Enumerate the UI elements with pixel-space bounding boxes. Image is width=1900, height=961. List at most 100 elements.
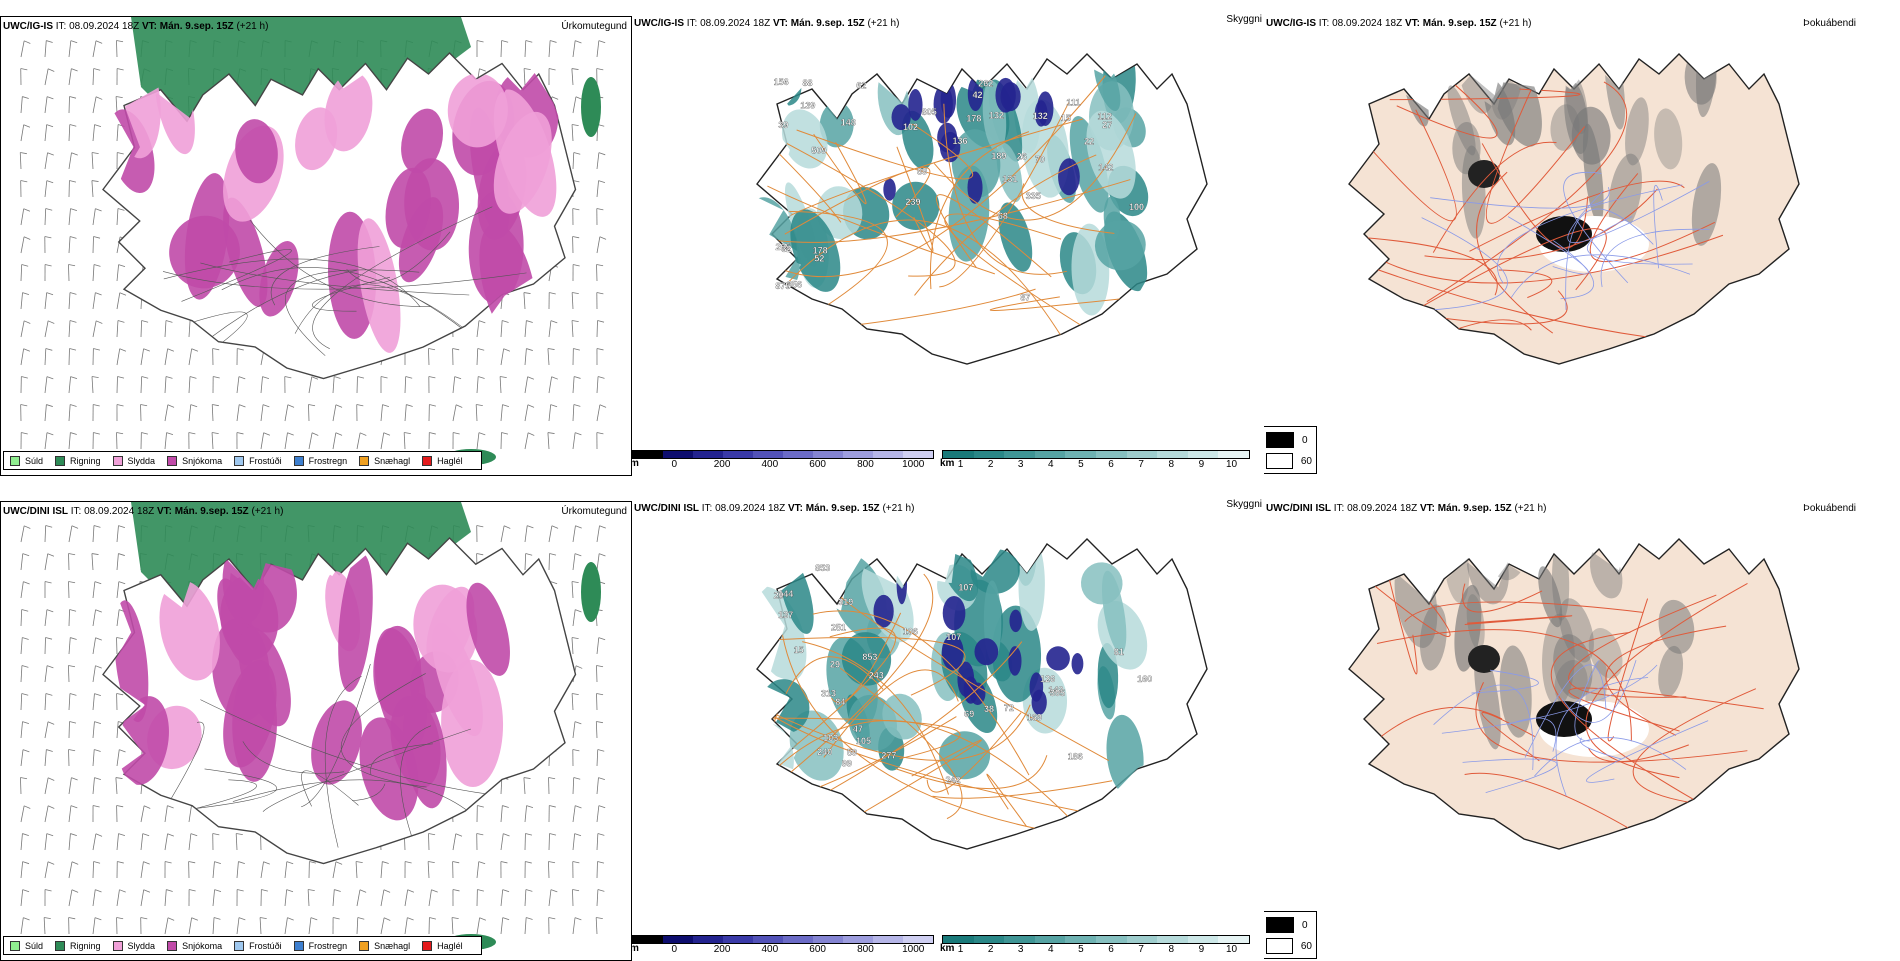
visibility-swatch-2 [1004,936,1035,943]
ceiling-label: 313 [821,688,836,698]
legend-item-4: Frostúði [234,455,282,466]
legend-label: Súld [25,455,44,466]
ceiling-tick: 400 [761,459,779,470]
visibility-swatch-4 [1065,451,1096,458]
legend-label: Rigning [70,940,101,951]
precip-type-map[interactable] [1,17,632,476]
visibility-swatch-4 [1065,936,1096,943]
visibility-swatch-9 [1218,451,1249,458]
visibility-swatch-0 [943,936,974,943]
legend-swatch [359,940,370,951]
ceiling-colorbar-swatches [632,450,934,459]
visibility-colorbar: 1 2 3 4 5 6 7 8 9 10 km [940,935,1250,956]
fog-key-black [1266,917,1294,933]
ceiling-label: 189 [991,151,1006,161]
legend-label: Snæhagl [374,455,411,466]
legend-label: Snæhagl [374,940,411,951]
visibility-swatch-9 [1218,936,1249,943]
legend-label: Snjókoma [182,455,223,466]
ceiling-tick: 0 [671,459,678,470]
panel-title: UWC/DINI ISL IT: 08.09.2024 18Z VT: Mán.… [1266,503,1547,514]
ceiling-label: 356 [787,280,802,290]
legend-swatch [55,455,66,466]
ceiling-swatch-4 [753,451,783,458]
fog-key-white [1266,938,1293,954]
visibility-swatch-5 [1095,451,1127,458]
legend-item-0: Súld [10,455,44,466]
precip-type-map[interactable] [1,502,632,961]
road-lines [166,663,504,852]
legend-swatch [112,455,123,466]
panel-title: UWC/IG-IS IT: 08.09.2024 18Z VT: Mán. 9.… [1266,18,1532,29]
ceiling-tick: 1000 [902,459,925,470]
fog-map[interactable] [1264,499,1900,959]
ceiling-tick: 800 [857,459,874,470]
ceiling-label: 136 [953,136,968,146]
ceiling-swatch-5 [783,936,813,943]
legend-label: Slydda [127,455,156,466]
ceiling-label: 107 [958,582,973,592]
precip-type-panel: UWC/IG-IS IT: 08.09.2024 18Z VT: Mán. 9.… [0,16,632,476]
visibility-swatch-8 [1187,936,1219,943]
ceiling-swatch-2 [693,451,723,458]
visibility-map[interactable]: 20 853 47 29 169 105 137 126 251 319 240 107 242 313 2… [632,499,1264,959]
ceiling-label: 239 [906,197,921,207]
visibility-colorbar-ticks: 1 2 3 4 5 6 7 8 9 10 [942,944,1250,956]
ceiling-swatch-9 [903,936,933,943]
visibility-colorbar-unit: km [940,943,955,954]
legend-swatch [234,455,245,466]
visibility-map[interactable]: 1562393351782052214887136111132142131356… [632,14,1264,474]
ceiling-swatch-8 [873,936,903,943]
legend-item-5: Frostregn [293,940,347,951]
ceiling-colorbar-swatches [632,935,934,944]
legend-item-5: Frostregn [293,455,347,466]
ceiling-label: 262 [978,79,993,89]
fog-key-high: 0 [1302,919,1308,931]
legend-swatch [55,940,66,951]
ceiling-label: 132 [1033,111,1048,121]
ceiling-label: 112 [1097,111,1112,121]
fog-map[interactable] [1264,14,1900,474]
visibility-tick: 10 [1225,459,1238,470]
visibility-tick: 6 [1108,459,1114,470]
ceiling-swatch-8 [873,451,903,458]
ceiling-swatch-6 [813,936,843,943]
ceiling-tick: 600 [809,459,826,470]
snow-areas [108,39,559,353]
ceiling-label: 335 [1026,191,1041,201]
ceiling-label: 102 [903,122,918,132]
legend-swatch [167,940,178,951]
ceiling-label: 69 [964,709,974,719]
visibility-colorbar-swatches [942,935,1250,944]
ceiling-label: 72 [1004,703,1014,713]
ceiling-label: 139 [800,101,815,111]
visibility-tick: 2 [987,459,994,470]
ceiling-swatch-0 [633,451,663,458]
legend-swatch [422,940,433,951]
legend-item-0: Súld [10,940,43,951]
ceiling-label: 26 [1017,151,1027,161]
ceiling-colorbar-ticks: 0 200 400 600 800 1000 [632,944,934,956]
ceiling-label: 62 [856,80,866,90]
visibility-swatch-7 [1157,936,1188,943]
ceiling-label: 205 [776,242,791,252]
ceiling-swatch-3 [723,936,753,943]
precip-type-legend: Súld Rigning Slydda Snjókoma Frostúði Frostre… [3,451,482,470]
legend-label: Frostúði [249,940,282,951]
ceiling-label: 107 [946,632,961,642]
ceiling-label: 70 [1035,154,1045,164]
ceiling-label: 42 [973,90,983,100]
visibility-tick: 7 [1138,459,1144,470]
visibility-swatch-1 [973,451,1005,458]
legend-item-1: Rigning [55,455,101,466]
ceiling-label: 15 [1061,113,1071,123]
ceiling-swatch-7 [843,451,873,458]
legend-label: Haglél [437,940,463,951]
legend-item-3: Snjókoma [167,940,222,951]
ceiling-label: 126 [1040,674,1055,684]
ceiling-label: 186 [1068,751,1083,761]
legend-swatch [112,940,123,951]
ceiling-label: 277 [881,751,896,761]
fog-key-low: 60 [1300,940,1312,952]
ceiling-label: 509 [811,145,826,155]
